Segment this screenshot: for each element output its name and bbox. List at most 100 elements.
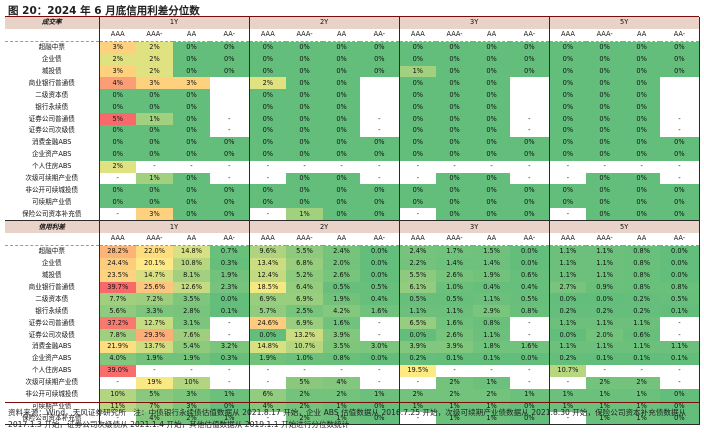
percentile-cell: 1%: [548, 388, 587, 401]
percentile-cell: 1%: [623, 412, 661, 426]
bond-type-label: 城投债: [41, 67, 62, 75]
tenor-header: 5Y: [548, 220, 700, 234]
rating-header: AAA-: [136, 233, 173, 246]
percentile-cell: 1.8%: [473, 341, 511, 353]
percentile-cell: -: [98, 172, 136, 185]
percentile-cell: 0%: [286, 53, 324, 66]
percentile-cell: 0%: [548, 41, 587, 54]
percentile-cell: -: [398, 208, 437, 222]
percentile-cell: 2%: [286, 388, 324, 401]
percentile-cell: 2%: [136, 53, 173, 66]
percentile-cell: 2%: [436, 388, 474, 401]
percentile-cell: -: [248, 160, 287, 173]
percentile-cell: 9.6%: [248, 245, 287, 258]
percentile-cell: 0%: [286, 41, 324, 54]
percentile-cell: 0%: [473, 196, 511, 209]
percentile-cell: 0%: [323, 184, 361, 197]
percentile-cell: 0.0%: [660, 257, 700, 270]
percentile-cell: 0%: [173, 196, 210, 209]
percentile-cell: 0.2%: [548, 305, 587, 318]
bottom-rule: [5, 402, 699, 403]
bond-type-label: 企业债: [41, 259, 62, 268]
percentile-cell: 1.9%: [473, 269, 511, 282]
percentile-cell: [360, 101, 400, 114]
percentile-cell: -: [136, 160, 173, 173]
table-row: 城投债 3% 2% 0% 0% 0% 0% 0% 0% 1% 0% 0% 0% 0% 0% 0% 0%: [5, 65, 700, 78]
percentile-cell: 0%: [436, 65, 474, 78]
percentile-cell: [360, 89, 400, 102]
table-row: 企业债 24.4% 20.1% 10.8% 0.3% 13.4% 6.8% 2.0% 0.0% 2…: [5, 257, 700, 270]
percentile-cell: 0%: [98, 125, 136, 137]
percentile-cell: -: [660, 160, 700, 173]
percentile-cell: 0%: [660, 41, 700, 54]
percentile-cell: 0%: [473, 101, 511, 114]
percentile-cell: 0%: [473, 136, 511, 149]
percentile-cell: 1%: [623, 400, 661, 413]
percentile-cell: 0%: [286, 89, 324, 102]
percentile-cell: 2%: [136, 65, 173, 78]
percentile-cell: 13.2%: [286, 329, 324, 342]
percentile-cell: -: [210, 329, 250, 342]
percentile-cell: 6.9%: [286, 317, 324, 330]
percentile-cell: 2.4%: [323, 245, 361, 258]
rating-header: AA-: [660, 233, 700, 246]
percentile-cell: 0%: [136, 184, 173, 197]
percentile-cell: -: [548, 172, 587, 185]
rating-header-blank: [5, 233, 99, 246]
percentile-cell: 0%: [548, 89, 587, 102]
percentile-cell: 0%: [436, 41, 474, 54]
percentile-cell: -: [360, 160, 400, 173]
percentile-cell: 0.4%: [510, 281, 550, 294]
percentile-cell: 0.1%: [210, 305, 250, 318]
table-row: 企业资产ABS 0% 0% 0% 0% 0% 0% 0% 0% 0% 0% 0% 0% 0% 0% 0% 0%: [5, 148, 700, 161]
percentile-cell: -: [510, 113, 550, 126]
tenor-header: 1Y: [98, 17, 250, 29]
percentile-cell: 0.0%: [510, 245, 550, 258]
percentile-cell: 1.1%: [660, 341, 700, 353]
percentile-cell: 1.9%: [136, 352, 173, 365]
percentile-cell: 1%: [586, 388, 624, 401]
percentile-cell: 3.3%: [136, 305, 173, 318]
percentile-cell: 2%: [623, 376, 661, 389]
percentile-cell: 0%: [510, 208, 550, 222]
percentile-cell: 0%: [586, 172, 624, 185]
table-row: 证券公司普通债 37.2% 12.7% 3.1% -24.6% 6.9% 1.6% -6.5%…: [5, 317, 700, 330]
percentile-cell: 0%: [360, 400, 400, 413]
table-row: 个人住房ABS 2% - - - - - - - - - - - - - - -: [5, 160, 700, 173]
percentile-cell: 0%: [436, 125, 474, 137]
percentile-cell: 0%: [398, 125, 437, 137]
percentile-cell: -: [360, 172, 400, 185]
percentile-cell: 0%: [173, 148, 210, 161]
percentile-cell: 1.0%: [286, 352, 324, 365]
percentile-cell: 0.8%: [473, 317, 511, 330]
percentile-cell: 28.2%: [98, 245, 136, 258]
percentile-cell: -: [173, 160, 210, 173]
percentile-cell: 0%: [248, 125, 287, 137]
percentile-cell: 0%: [660, 412, 700, 426]
table-row: 商业银行普通债 4% 3% 3% 2% 0% 0% 0% 0% 0% 0% 0% 0%: [5, 77, 700, 90]
percentile-cell: 0%: [210, 184, 250, 197]
percentile-cell: 0%: [623, 113, 661, 126]
percentile-cell: 10.8%: [173, 257, 210, 270]
table-row: 次级可续期产业债 -1% 0% - -0% 0% - -0% 0% - -0% 0% -: [5, 172, 700, 185]
percentile-cell: 4%: [248, 400, 287, 413]
percentile-cell: 0%: [586, 184, 624, 197]
percentile-cell: 0%: [436, 89, 474, 102]
percentile-cell: 0%: [360, 412, 400, 426]
percentile-cell: 0.2%: [586, 305, 624, 318]
percentile-cell: 2%: [286, 400, 324, 413]
percentile-cell: 0.4%: [360, 293, 400, 306]
rating-header: AAA: [548, 28, 587, 42]
percentile-cell: 1%: [136, 113, 173, 126]
rating-header: AA-: [660, 28, 700, 42]
percentile-cell: 7.8%: [98, 329, 136, 342]
percentile-cell: 0%: [210, 136, 250, 149]
percentile-cell: -: [248, 412, 287, 426]
percentile-cell: 0.0%: [360, 245, 400, 258]
percentile-cell: 0%: [286, 172, 324, 185]
percentile-cell: 1%: [286, 208, 324, 222]
percentile-cell: 0%: [623, 53, 661, 66]
percentile-cell: 0%: [173, 53, 210, 66]
percentile-cell: -: [360, 376, 400, 389]
percentile-cell: 0.3%: [210, 257, 250, 270]
